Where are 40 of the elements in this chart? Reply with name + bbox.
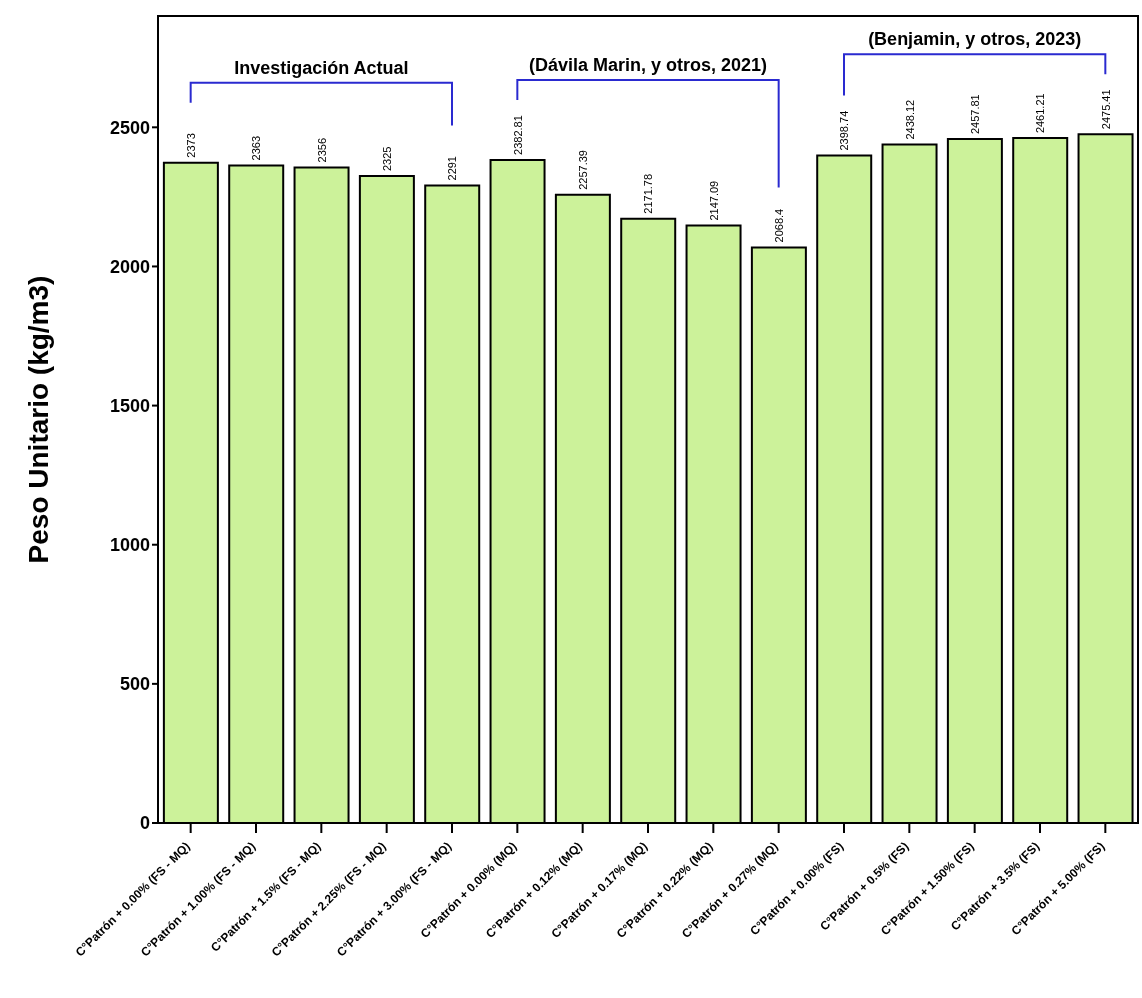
bar <box>554 193 611 823</box>
bar <box>881 143 938 823</box>
bar <box>1012 137 1069 823</box>
bar <box>685 224 742 823</box>
data-label: 2257.39 <box>576 150 589 190</box>
bar <box>358 175 415 823</box>
data-label: 2461.21 <box>1034 93 1047 134</box>
data-label: 2373 <box>184 133 197 158</box>
bar <box>162 161 219 823</box>
bar <box>816 154 873 823</box>
data-label: 2475.41 <box>1099 89 1112 130</box>
annotation: (Dávila Marin, y otros, 2021) <box>528 54 768 75</box>
y-axis-title: Peso Unitario (kg/m3) <box>22 275 54 564</box>
bar <box>489 158 546 823</box>
y-tick-label: 0 <box>139 813 150 834</box>
bar <box>424 184 481 823</box>
bar <box>1077 133 1134 823</box>
bar <box>293 166 350 823</box>
y-tick-label: 2000 <box>109 256 150 277</box>
bar <box>946 138 1003 823</box>
bar <box>620 217 677 823</box>
data-label: 2398.74 <box>838 110 851 151</box>
bar <box>750 246 807 823</box>
data-label: 2147.09 <box>707 180 720 221</box>
data-label: 2438.12 <box>903 99 916 140</box>
data-label: 2325 <box>380 146 393 172</box>
y-tick-label: 1000 <box>109 535 150 556</box>
data-label: 2457.81 <box>968 94 981 135</box>
data-label: 2291 <box>446 155 459 181</box>
data-label: 2171.78 <box>642 173 655 214</box>
y-tick-label: 1500 <box>109 395 150 416</box>
annotation: (Benjamin, y otros, 2023) <box>868 29 1082 50</box>
y-tick-label: 2500 <box>109 117 150 138</box>
data-label: 2363 <box>250 135 263 161</box>
data-label: 2068.4 <box>772 208 785 243</box>
data-label: 2382.81 <box>511 115 524 155</box>
bar <box>228 164 285 823</box>
y-tick-label: 500 <box>119 674 150 695</box>
data-label: 2356 <box>315 137 328 163</box>
annotation: Investigación Actual <box>234 57 409 78</box>
